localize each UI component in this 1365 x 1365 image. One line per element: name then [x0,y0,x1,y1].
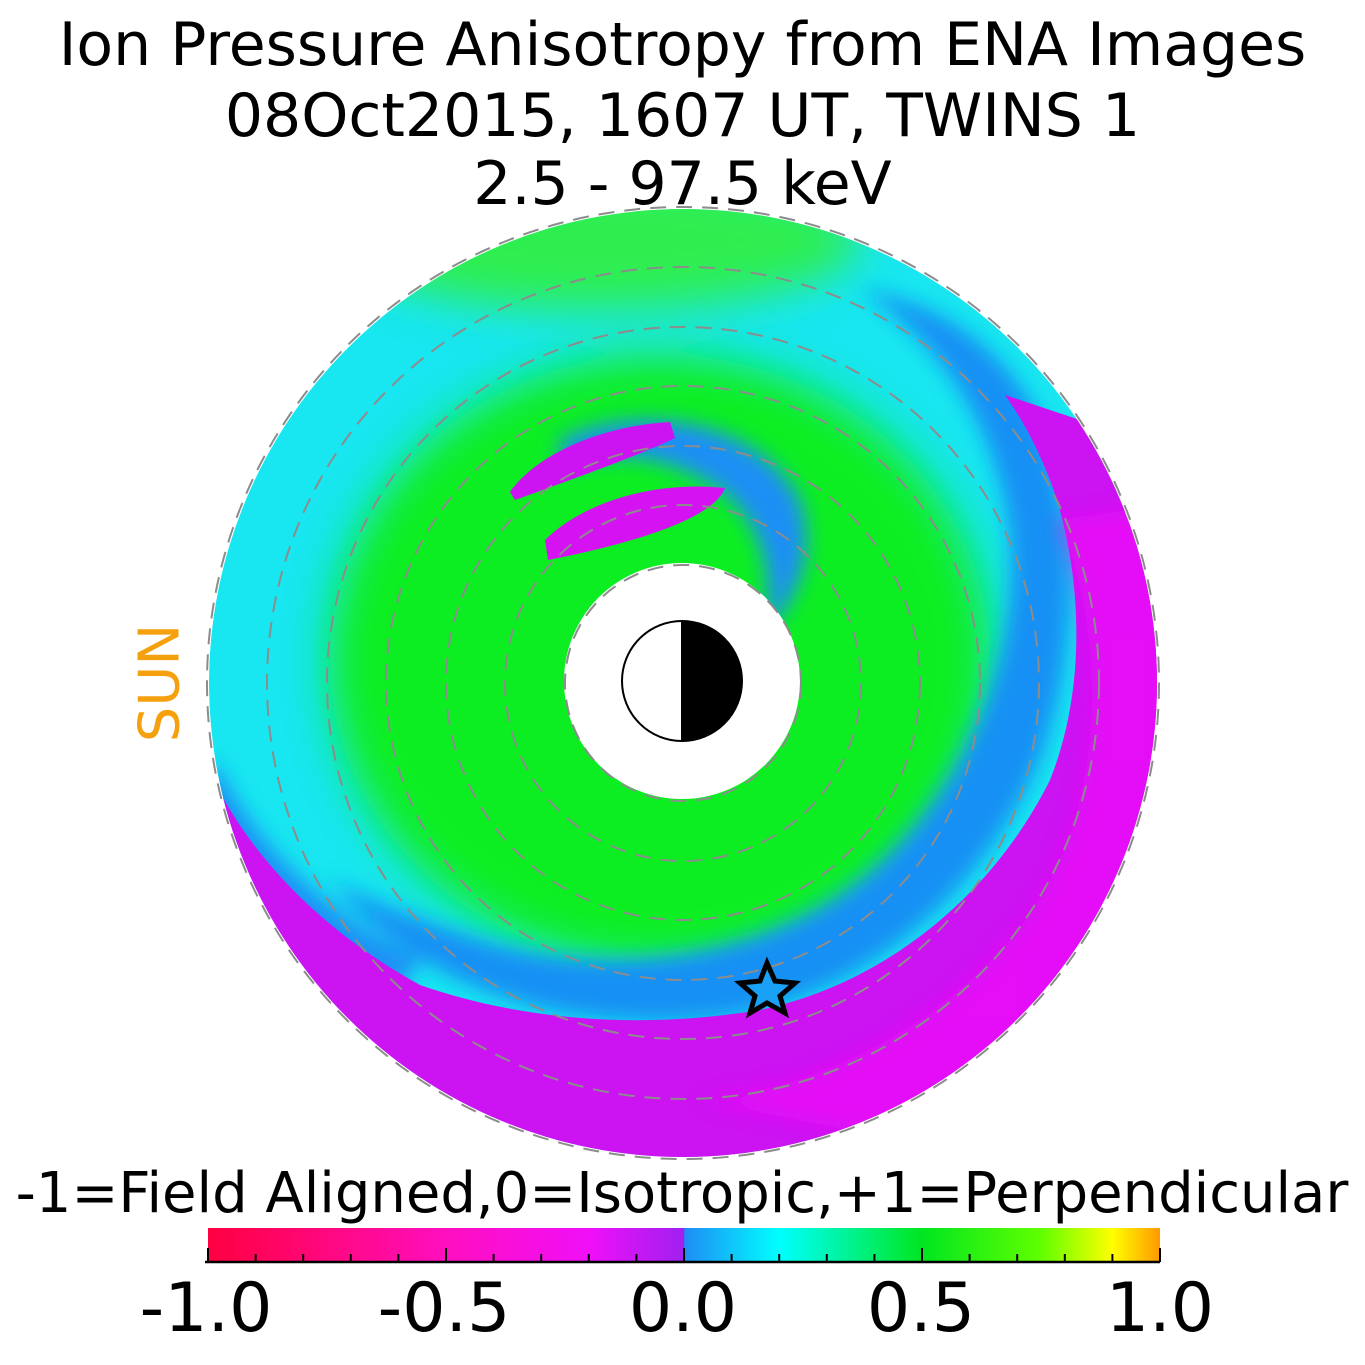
grid-circle [445,445,921,921]
earth-icon [621,620,743,742]
grid-circle [326,326,1040,1040]
grid-circle [504,504,862,862]
colorbar-ticks [207,1248,1161,1262]
negative-patch-upper [510,422,675,500]
outer-green-region [340,209,860,310]
colorbar-tick-label: -1.0 [139,1269,273,1348]
colorbar-tick-label: 0.0 [628,1269,738,1348]
dashed-range-circles [206,206,1160,1160]
colorbar-tick-label: 1.0 [1105,1269,1215,1348]
blue-arc-region [560,420,807,640]
spacecraft-star-icon [733,956,802,1019]
colorbar-tick-label: 0.5 [866,1269,976,1348]
blue-band-region [330,290,1070,1022]
grid-circle [206,206,1160,1160]
chart-title-line1: Ion Pressure Anisotropy from ENA Images [58,10,1307,80]
sun-direction-label: SUN [127,623,193,743]
grid-circle [266,266,1100,1100]
colorbar-label: -1=Field Aligned,0=Isotropic,+1=Perpendi… [15,1161,1349,1226]
blue-left-arc [209,760,420,990]
chart-title-line3: 2.5 - 97.5 keV [473,149,892,219]
grid-circle [564,564,802,802]
colorbar-tick-label: -0.5 [377,1269,511,1348]
grid-circle [385,385,981,981]
chart-title-line2: 08Oct2015, 1607 UT, TWINS 1 [224,81,1141,151]
